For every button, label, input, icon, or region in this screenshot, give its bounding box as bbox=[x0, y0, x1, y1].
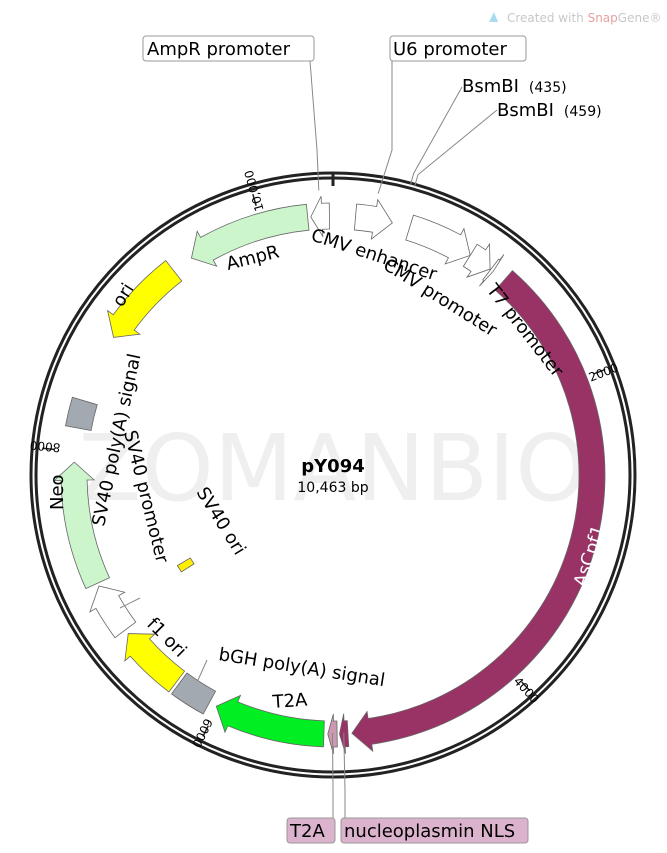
label-bgh-polya: bGH poly(A) signal bbox=[217, 644, 386, 691]
site-bsmbi-435: BsmBI (435) bbox=[462, 76, 567, 97]
label-neo: Neo bbox=[47, 474, 68, 510]
site-name: BsmBI bbox=[497, 100, 554, 121]
leader-sv40-promoter bbox=[119, 597, 141, 609]
snapgene-logo-icon bbox=[489, 12, 498, 22]
boxed-label-text: U6 promoter bbox=[393, 39, 507, 60]
boxed-label-nucleoplasmin-nls: nucleoplasmin NLS bbox=[340, 817, 529, 844]
feature-ori[interactable] bbox=[106, 259, 183, 338]
tick-label: 8000 bbox=[29, 438, 61, 455]
leader-site bbox=[414, 109, 498, 187]
snapgene-credit: Created with SnapGene® bbox=[489, 11, 661, 25]
tick-mark bbox=[42, 447, 55, 451]
credit-prefix: Created with bbox=[507, 11, 588, 25]
feature-ampr-promoter[interactable] bbox=[310, 196, 331, 238]
boxed-label-text: nucleoplasmin NLS bbox=[344, 821, 515, 842]
plasmid-length: 10,463 bp bbox=[297, 480, 368, 496]
tick-mark bbox=[202, 725, 209, 737]
feature-ascpf1[interactable] bbox=[351, 270, 606, 753]
feature-cmv-enhancer[interactable] bbox=[405, 214, 471, 265]
tick-mark bbox=[521, 681, 531, 692]
label-egfp: T2A bbox=[271, 690, 309, 713]
feature-bgh-poly-a-signal[interactable] bbox=[170, 672, 217, 715]
svg-text:Created with SnapGene®: Created with SnapGene® bbox=[507, 11, 661, 25]
boxed-label-t2a: T2A bbox=[286, 817, 336, 844]
feature-sv40-ori[interactable] bbox=[176, 557, 195, 573]
watermark-background: ZOMANBIO bbox=[78, 415, 587, 522]
boxed-label-ampr-promoter: AmpR promoter bbox=[142, 35, 315, 62]
feature-egfp[interactable] bbox=[215, 694, 325, 748]
site-pos: (459) bbox=[564, 104, 602, 120]
feature-neo[interactable] bbox=[53, 461, 110, 590]
leader-u6-promoter bbox=[377, 61, 393, 194]
leader-bgh-polya bbox=[197, 659, 208, 681]
feature-sv40-poly-a-signal[interactable] bbox=[65, 396, 98, 431]
feature-ampr[interactable] bbox=[190, 203, 310, 267]
credit-brand: Snap bbox=[588, 11, 618, 25]
feature-f1-ori[interactable] bbox=[124, 633, 186, 693]
leader-site bbox=[409, 86, 463, 186]
feature-u6-promoter[interactable] bbox=[353, 198, 393, 241]
feature-sv40-promoter[interactable] bbox=[89, 585, 137, 639]
boxed-label-text: T2A bbox=[289, 821, 325, 842]
leader-t2a bbox=[331, 732, 334, 818]
feature-t7-promoter[interactable] bbox=[479, 254, 505, 287]
tick-mark bbox=[593, 368, 606, 375]
feature-cmv-promoter[interactable] bbox=[462, 242, 491, 278]
site-bsmbi-459: BsmBI (459) bbox=[497, 100, 602, 121]
plasmid-name: pY094 bbox=[301, 456, 365, 477]
leader-ampr-promoter bbox=[309, 60, 320, 191]
site-name: BsmBI bbox=[462, 76, 519, 97]
credit-suffix: Gene® bbox=[618, 11, 662, 25]
boxed-label-text: AmpR promoter bbox=[147, 39, 291, 60]
boxed-label-u6-promoter: U6 promoter bbox=[389, 35, 527, 62]
leader-nucleoplasmin-nls bbox=[343, 732, 346, 818]
tick-mark bbox=[252, 194, 257, 206]
site-pos: (435) bbox=[529, 80, 567, 96]
